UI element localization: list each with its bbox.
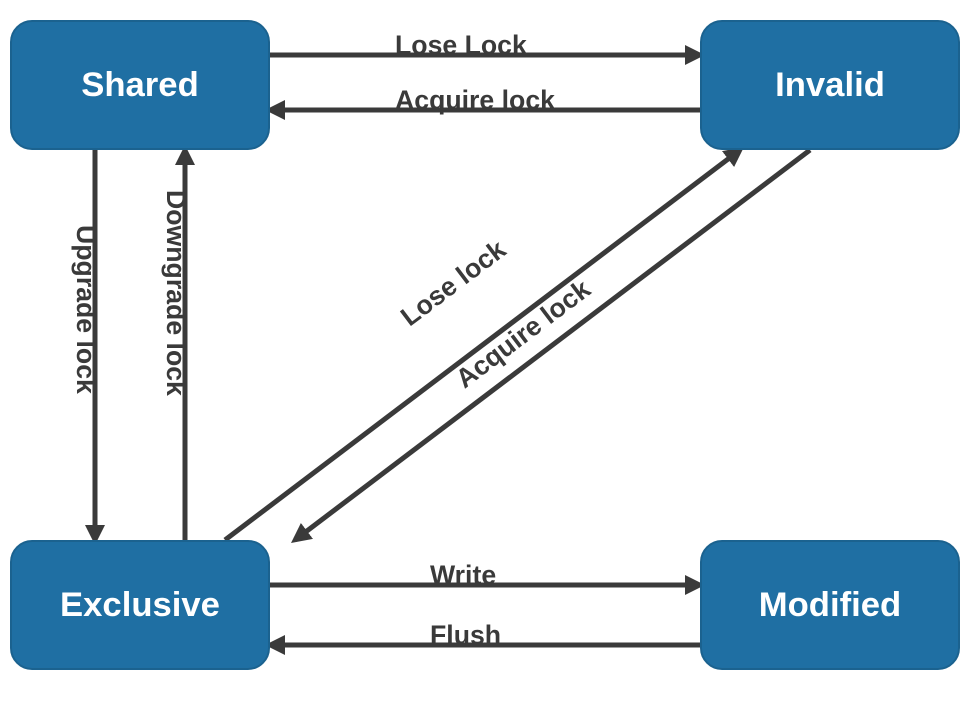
edge-label-invalid-to-exclusive: Acquire lock [450,274,596,395]
state-node-exclusive: Exclusive [10,540,270,670]
state-node-label: Exclusive [60,586,220,624]
edge-label-shared-to-exclusive: Upgrade lock [70,225,101,394]
edge-exclusive-to-invalid [225,150,740,540]
state-node-label: Modified [759,586,901,624]
edge-label-shared-to-invalid: Lose Lock [395,30,527,61]
edge-invalid-to-exclusive [295,150,810,540]
state-node-invalid: Invalid [700,20,960,150]
state-diagram: Shared Invalid Exclusive Modified Lose Lock… [0,0,969,711]
state-node-label: Invalid [775,66,885,104]
edge-label-exclusive-to-shared: Downgrade lock [160,190,191,396]
edge-label-exclusive-to-modified: Write [430,560,496,591]
edge-label-modified-to-exclusive: Flush [430,620,501,651]
edge-label-exclusive-to-invalid: Lose lock [395,234,512,333]
state-node-modified: Modified [700,540,960,670]
state-node-shared: Shared [10,20,270,150]
edge-label-invalid-to-shared: Acquire lock [395,85,555,116]
state-node-label: Shared [81,66,199,104]
